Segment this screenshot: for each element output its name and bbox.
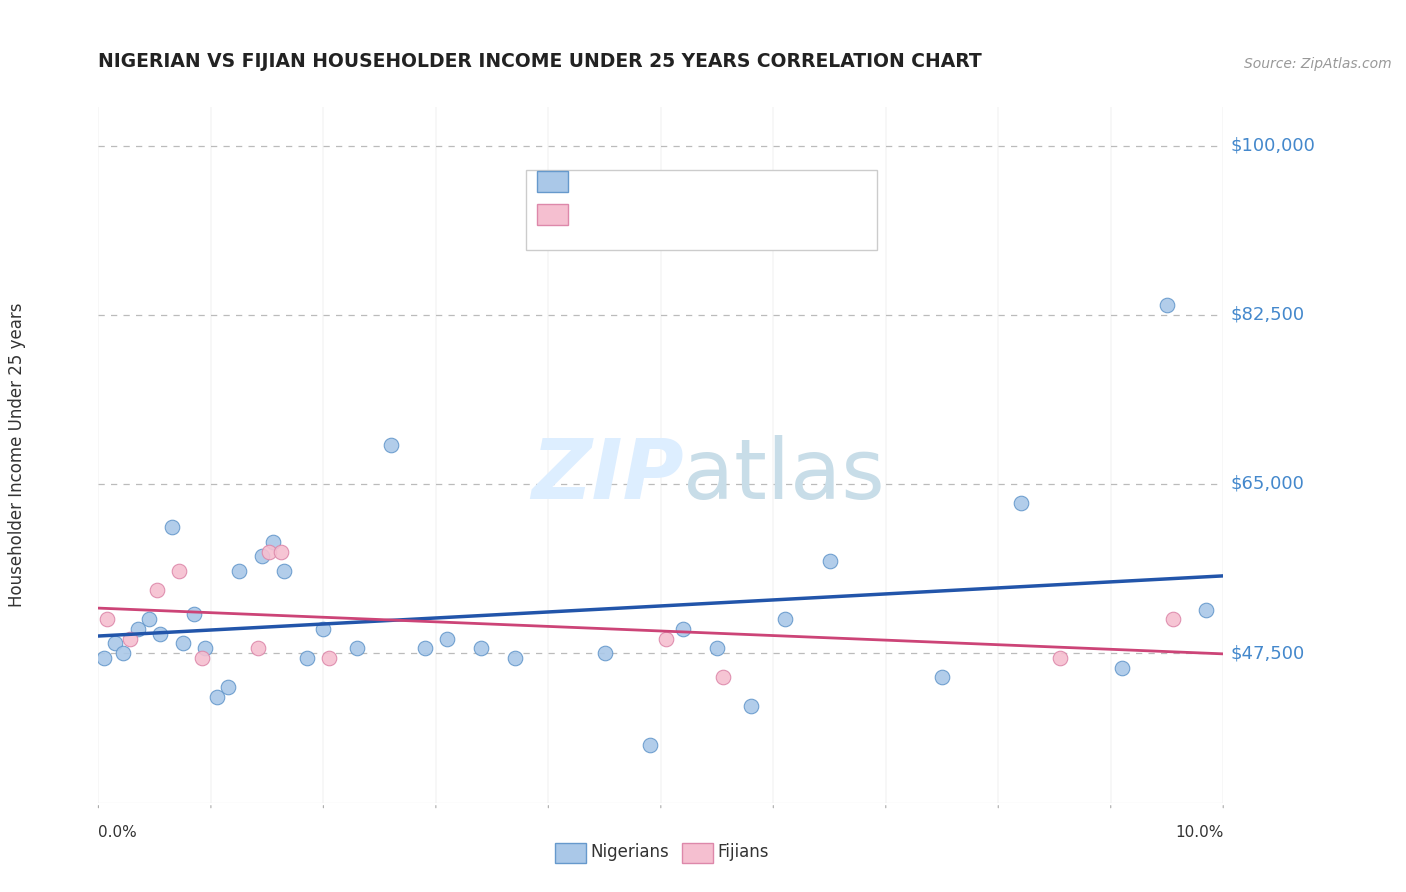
Point (773, 612, 796, 626)
Point (818, 554, 841, 568)
Point (655, 632, 678, 646)
Point (149, 626, 172, 640)
Point (259, 544, 281, 558)
Point (503, 651, 526, 665)
Point (273, 564, 295, 578)
Point (638, 738, 661, 752)
Point (160, 520, 183, 534)
Text: 10.0%: 10.0% (1175, 825, 1223, 840)
Point (672, 622, 695, 636)
Point (250, 549, 273, 564)
Text: Householder Income Under 25 years: Householder Income Under 25 years (8, 302, 25, 607)
Text: R = -0.326   N = 13: R = -0.326 N = 13 (574, 208, 737, 226)
Point (118, 632, 141, 646)
Point (104, 636, 127, 650)
Text: R =  0.045   N = 36: R = 0.045 N = 36 (574, 175, 735, 193)
Point (931, 670, 953, 684)
Point (413, 641, 436, 656)
Point (1049, 651, 1071, 665)
Point (228, 564, 250, 578)
Point (318, 651, 340, 665)
Point (194, 641, 217, 656)
Text: $100,000: $100,000 (1230, 136, 1315, 154)
Text: NIGERIAN VS FIJIAN HOUSEHOLDER INCOME UNDER 25 YEARS CORRELATION CHART: NIGERIAN VS FIJIAN HOUSEHOLDER INCOME UN… (98, 53, 983, 71)
Point (1111, 660, 1133, 674)
Point (146, 583, 169, 598)
Text: 0.0%: 0.0% (98, 825, 138, 840)
Text: Source: ZipAtlas.com: Source: ZipAtlas.com (1244, 57, 1392, 71)
Text: $47,500: $47,500 (1230, 644, 1305, 662)
Point (191, 651, 214, 665)
Point (138, 612, 160, 626)
Point (740, 699, 762, 714)
Text: atlas: atlas (683, 435, 884, 516)
Text: $82,500: $82,500 (1230, 306, 1305, 324)
Point (93, 651, 115, 665)
Point (183, 607, 205, 622)
Point (436, 632, 458, 646)
Point (205, 690, 228, 704)
Text: Nigerians: Nigerians (591, 843, 669, 861)
Point (1161, 612, 1184, 626)
Point (593, 646, 616, 660)
Text: $65,000: $65,000 (1230, 475, 1305, 493)
Point (295, 651, 318, 665)
Text: Fijians: Fijians (717, 843, 769, 861)
Point (169, 564, 191, 578)
Point (1010, 496, 1032, 510)
Point (172, 636, 194, 650)
Point (270, 544, 292, 558)
Point (217, 680, 239, 694)
Point (127, 622, 149, 636)
Text: ZIP: ZIP (530, 435, 683, 516)
Point (346, 641, 368, 656)
Point (380, 438, 402, 452)
Point (470, 641, 492, 656)
Point (96, 612, 118, 626)
Point (1156, 298, 1178, 312)
Point (262, 535, 284, 549)
Point (1195, 602, 1218, 616)
Point (112, 646, 135, 660)
Point (711, 670, 734, 684)
Point (312, 622, 335, 636)
Point (247, 641, 270, 656)
Point (706, 641, 728, 656)
